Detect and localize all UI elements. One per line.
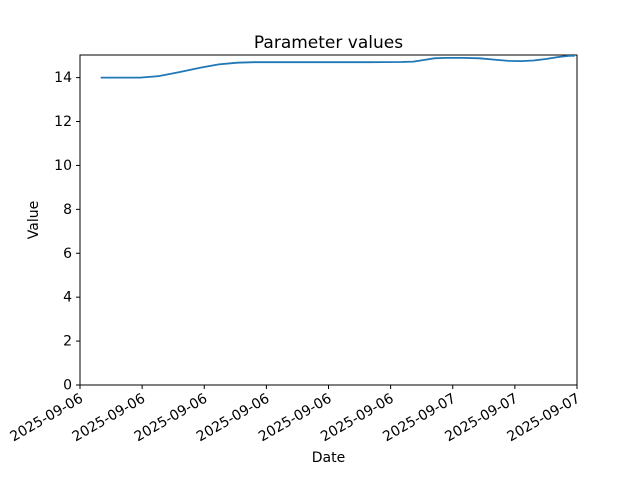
y-tick-label: 8 — [63, 202, 72, 218]
y-axis-label: Value — [26, 201, 42, 239]
axes-spines — [79, 54, 578, 386]
y-tick-label: 14 — [54, 70, 72, 86]
y-axis-ticks: 0 2 4 6 8 10 12 14 — [54, 70, 80, 394]
y-tick-label: 2 — [63, 334, 72, 350]
y-tick-label: 6 — [63, 246, 72, 262]
y-tick-label: 4 — [63, 290, 72, 306]
x-axis-label: Date — [312, 450, 345, 466]
series-line-parameter — [100, 55, 575, 79]
y-tick-label: 0 — [63, 378, 72, 394]
chart-title: Parameter values — [254, 33, 403, 53]
data-series — [100, 55, 575, 79]
y-tick-label: 12 — [54, 114, 72, 130]
y-tick-label: 10 — [54, 158, 72, 174]
x-axis-ticks: 2025-09-062025-09-062025-09-062025-09-06… — [8, 385, 583, 445]
